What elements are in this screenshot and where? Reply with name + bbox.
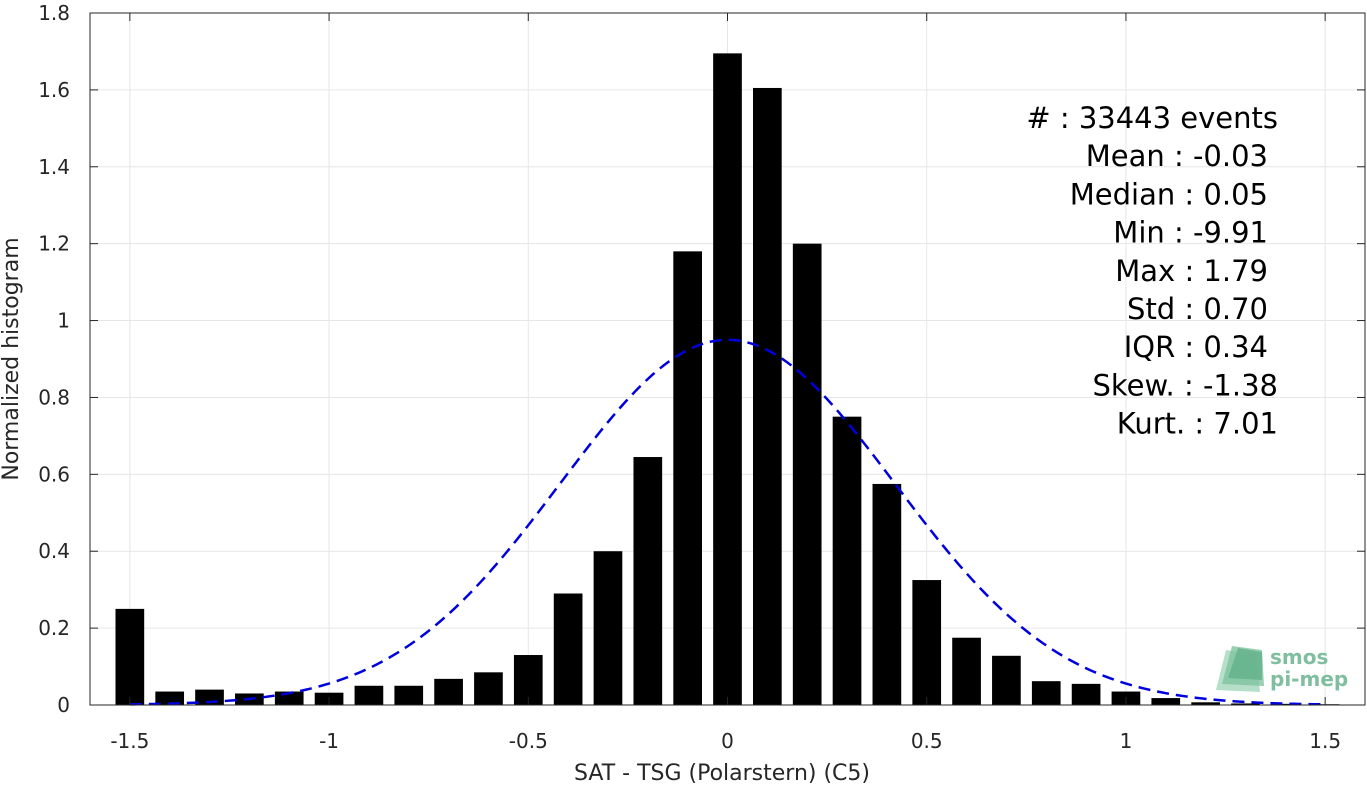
x-tick-label: 0.5 — [911, 729, 943, 753]
logo-mark-icon — [1216, 646, 1264, 692]
x-tick-label: -0.5 — [509, 729, 548, 753]
stat-line: Min : -9.91 — [1113, 216, 1268, 250]
histogram-bar — [952, 637, 981, 705]
stat-line: # : 33443 events — [1026, 101, 1278, 135]
stat-line: Std : 0.70 — [1127, 292, 1268, 326]
y-tick-label: 0 — [57, 693, 70, 717]
y-tick-label: 1.4 — [38, 155, 70, 179]
y-tick-label: 1.6 — [38, 78, 70, 102]
smos-pimep-logo: smos pi-mep — [1216, 645, 1348, 692]
logo-line-smos: smos — [1270, 645, 1328, 669]
histogram-bar — [394, 685, 424, 705]
stat-line: Mean : -0.03 — [1086, 139, 1268, 173]
y-axis-label: Normalized histogram — [0, 237, 24, 480]
histogram-bar — [1071, 683, 1101, 705]
histogram-bar — [633, 457, 663, 705]
x-axis-label: SAT - TSG (Polarstern) (C5) — [574, 761, 870, 785]
histogram-bar — [673, 251, 702, 705]
histogram-bar — [1191, 702, 1220, 705]
y-tick-label: 0.2 — [38, 616, 70, 640]
stats-box: # : 33443 events Mean : -0.03 Median : 0.0… — [1026, 101, 1278, 441]
stat-line: Kurt. : 7.01 — [1117, 407, 1278, 441]
histogram-bar — [434, 678, 463, 705]
histogram-bar — [912, 580, 942, 705]
histogram-bar — [155, 691, 185, 705]
stat-line: Max : 1.79 — [1115, 254, 1268, 288]
histogram-bar — [753, 87, 782, 705]
histogram-bars — [115, 53, 1340, 706]
histogram-bar — [713, 53, 742, 706]
histogram-bar — [792, 243, 822, 705]
x-tick-label: -1 — [319, 729, 339, 753]
stat-line: Skew. : -1.38 — [1092, 368, 1278, 402]
histogram-bar — [474, 672, 503, 705]
histogram-bar — [593, 551, 623, 705]
histogram-bar — [1270, 703, 1300, 705]
histogram-bar — [553, 593, 583, 705]
y-tick-label: 1.8 — [38, 1, 70, 25]
histogram-bar — [832, 416, 862, 705]
histogram-bar — [1031, 681, 1061, 705]
x-tick-label: 0 — [721, 729, 734, 753]
y-tick-label: 1 — [57, 309, 70, 333]
x-tick-label: -1.5 — [110, 729, 149, 753]
histogram-bar — [354, 685, 384, 705]
y-tick-label: 0.8 — [38, 385, 70, 409]
axes: -1.5 -1 -0.5 0 0.5 1 1.5 0 0.2 0.4 0.6 0.8 1 1.2 1.4 1.… — [38, 1, 1365, 753]
stat-line: Median : 0.05 — [1070, 177, 1268, 211]
histogram-bar — [872, 483, 902, 705]
histogram-bar — [115, 608, 145, 705]
histogram-bar — [1151, 698, 1181, 705]
y-tick-label: 0.4 — [38, 539, 70, 563]
x-tick-label: 1 — [1120, 729, 1133, 753]
x-tick-label: 1.5 — [1309, 729, 1341, 753]
stat-line: IQR : 0.34 — [1124, 330, 1268, 364]
histogram-bar — [992, 655, 1021, 705]
logo-line-pimep: pi-mep — [1270, 667, 1348, 691]
histogram-bar — [1231, 703, 1260, 705]
histogram-bar — [513, 655, 543, 705]
y-tick-label: 1.2 — [38, 232, 70, 256]
y-tick-label: 0.6 — [38, 462, 70, 486]
normal-fit-curve — [129, 338, 1326, 706]
